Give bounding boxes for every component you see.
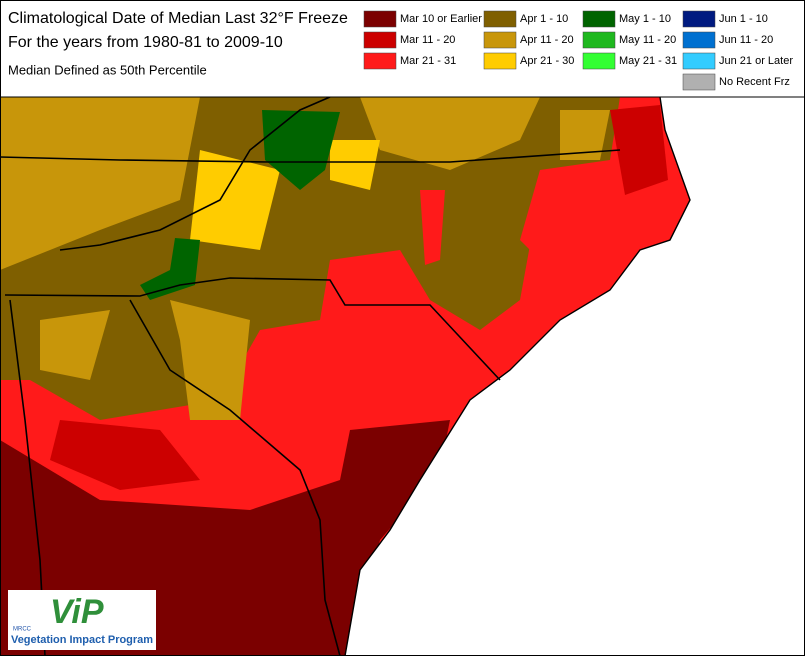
state-borders <box>0 96 621 657</box>
region <box>50 420 200 490</box>
region <box>520 160 610 270</box>
legend-swatch <box>363 10 397 28</box>
region <box>420 190 445 265</box>
legend-swatch <box>682 73 716 91</box>
region <box>560 110 610 160</box>
region <box>170 300 250 420</box>
map-regions <box>0 97 805 656</box>
legend-label: Jun 21 or Later <box>719 55 793 67</box>
legend-label: Apr 11 - 20 <box>520 34 574 46</box>
region <box>190 150 280 250</box>
state-border <box>59 96 331 251</box>
logo-mark: ViP <box>50 593 104 631</box>
legend-label: May 1 - 10 <box>619 13 671 25</box>
legend-swatch <box>483 52 517 70</box>
legend-swatch <box>483 31 517 49</box>
legend-swatch <box>363 31 397 49</box>
coastline <box>344 96 691 657</box>
legend-label: Mar 11 - 20 <box>400 34 455 46</box>
logo-small: MRCC <box>13 627 32 633</box>
header-panel <box>0 0 805 98</box>
legend-label: May 11 - 20 <box>619 34 676 46</box>
legend-swatch <box>682 52 716 70</box>
state-border <box>129 299 341 657</box>
legend-label: May 21 - 31 <box>619 55 677 67</box>
region <box>360 97 540 170</box>
legend-label: Jun 11 - 20 <box>719 34 773 46</box>
title-line: For the years from 1980-81 to 2009-10 <box>8 34 283 51</box>
legend-label: Mar 21 - 31 <box>400 55 456 67</box>
legend-swatch <box>483 10 517 28</box>
subtitle: Median Defined as 50th Percentile <box>8 62 207 77</box>
title-line: Climatological Date of Median Last 32°F … <box>8 10 348 27</box>
region <box>610 105 668 195</box>
state-border <box>0 149 621 163</box>
state-border <box>4 277 501 381</box>
legend-label: Apr 21 - 30 <box>520 55 574 67</box>
legend-swatch <box>682 31 716 49</box>
logo-box <box>8 590 156 650</box>
region <box>262 110 340 190</box>
legend-swatch <box>582 31 616 49</box>
region <box>0 97 200 270</box>
logo-text: Vegetation Impact Program <box>11 634 153 646</box>
ocean <box>345 97 805 656</box>
legend: Mar 10 or Earlier Mar 11 - 20 Mar 21 - 31 A… <box>363 10 793 91</box>
logo: ViP MRCC Vegetation Impact Program <box>8 590 156 650</box>
legend-swatch <box>363 52 397 70</box>
region <box>40 310 110 380</box>
legend-swatch <box>582 10 616 28</box>
legend-swatch <box>682 10 716 28</box>
legend-label: Mar 10 or Earlier <box>400 13 482 25</box>
legend-label: Jun 1 - 10 <box>719 13 768 25</box>
legend-label: No Recent Frz <box>719 76 790 88</box>
region <box>330 140 380 190</box>
legend-label: Apr 1 - 10 <box>520 13 568 25</box>
legend-swatch <box>582 52 616 70</box>
